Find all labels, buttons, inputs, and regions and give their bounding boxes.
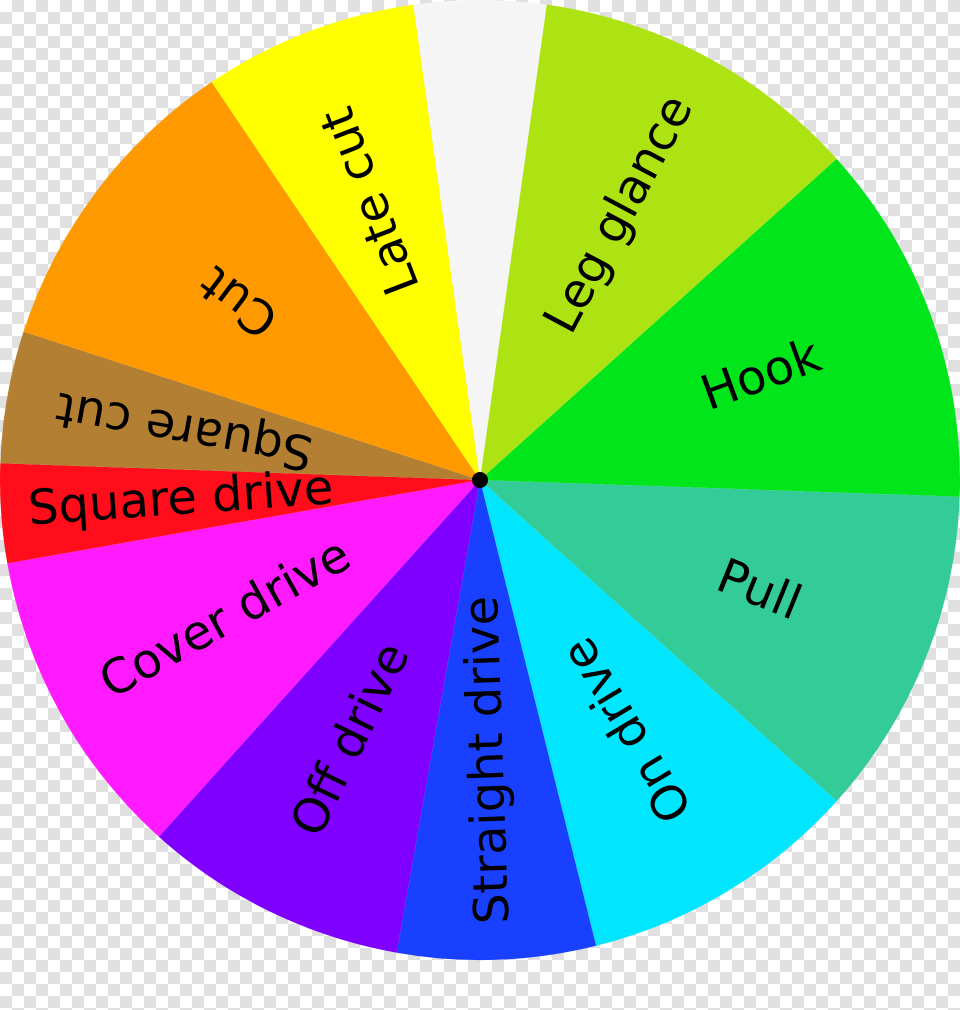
slice-label: Straight drive xyxy=(453,595,520,925)
center-dot xyxy=(472,472,488,488)
cricket-shots-pie: Leg glanceHookPullOn driveStraight drive… xyxy=(0,0,960,1010)
